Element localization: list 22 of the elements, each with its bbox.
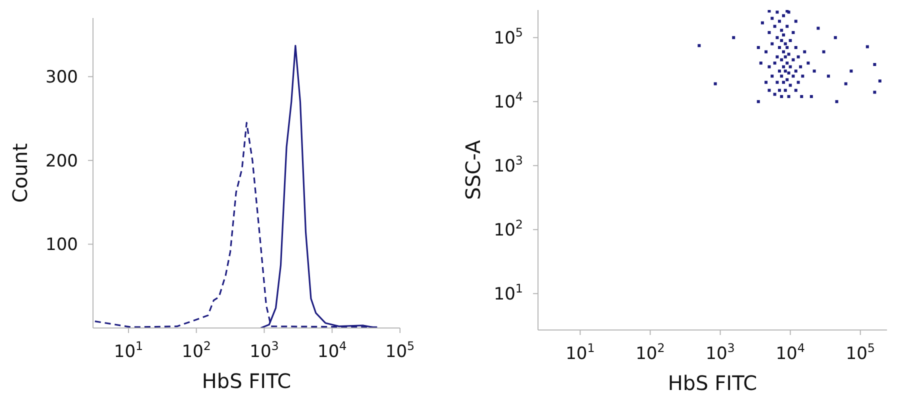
x-axis-title: HbS FITC [668,371,758,395]
y-tick-label: 300 [46,68,78,88]
y-axis-title: SSC-A [461,140,486,200]
x-tick-label: 10$^{3}$ [250,339,279,362]
x-tick-label: 10$^{2}$ [636,341,665,364]
x-tick-label: 10$^{5}$ [385,339,415,362]
x-tick-label: 10$^{4}$ [776,341,805,364]
y-tick-label: 10$^{5}$ [494,26,523,49]
x-tick-label: 10$^{1}$ [114,339,144,362]
y-tick-label: 10$^{2}$ [494,218,523,241]
y-tick-label: 100 [46,235,78,256]
y-tick-label: 10$^{1}$ [494,282,523,305]
x-tick-label: 10$^{2}$ [182,339,211,362]
x-tick-label: 10$^{1}$ [566,341,595,364]
y-tick-label: 10$^{3}$ [494,154,523,177]
y-axis-title: Count [8,143,32,203]
x-tick-label: 10$^{5}$ [846,341,875,364]
x-tick-label: 10$^{4}$ [318,339,347,362]
y-tick-label: 200 [46,151,78,172]
x-tick-label: 10$^{3}$ [706,341,735,364]
x-axis-title: HbS FITC [202,369,292,393]
y-tick-label: 10$^{4}$ [494,90,523,113]
